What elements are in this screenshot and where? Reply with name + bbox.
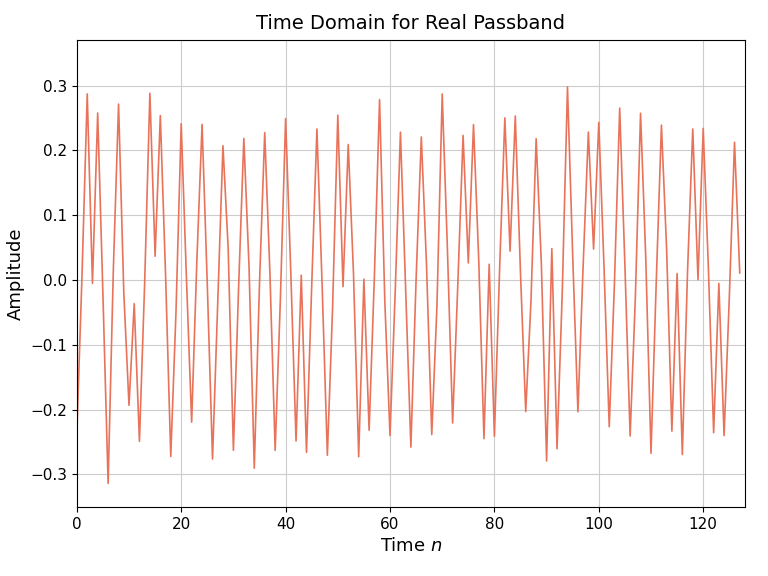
- Y-axis label: Amplitude: Amplitude: [6, 228, 25, 320]
- X-axis label: Time $n$: Time $n$: [379, 537, 442, 555]
- Title: Time Domain for Real Passband: Time Domain for Real Passband: [257, 14, 565, 33]
